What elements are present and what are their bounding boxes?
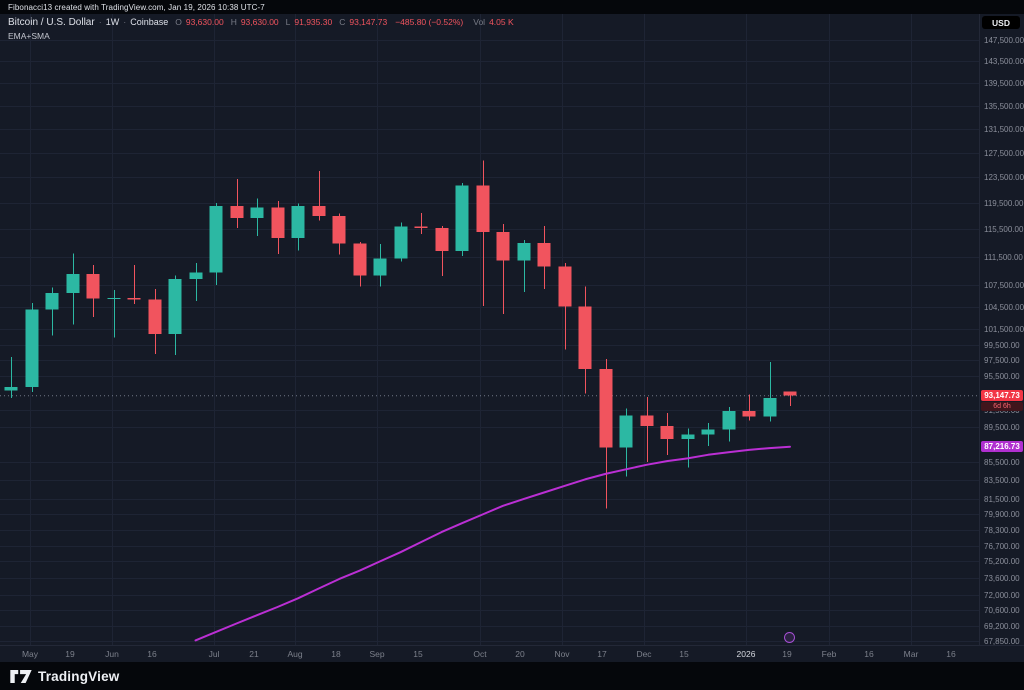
price-tick-label: 89,500.00 — [984, 422, 1020, 432]
price-tick-label: 85,500.00 — [984, 458, 1020, 468]
low-value: 91,935.30 — [294, 17, 333, 27]
interval-label[interactable]: 1W — [105, 17, 120, 27]
grid — [0, 14, 979, 645]
candlestick-chart[interactable] — [0, 14, 979, 645]
currency-toggle-button[interactable]: USD — [982, 16, 1020, 29]
time-tick-label: 18 — [331, 649, 341, 659]
legend-separator: · — [123, 17, 127, 27]
price-tick-label: 83,500.00 — [984, 476, 1020, 486]
high-value: 93,630.00 — [240, 17, 279, 27]
indicator-label[interactable]: EMA+SMA — [8, 31, 50, 41]
price-tick-label: 143,500.00 — [984, 57, 1024, 67]
time-axis[interactable]: May 19 Jun 16 Jul 21 Aug 18 Sep 15 Oct 20 Nov 17 Dec 15… — [0, 645, 1024, 662]
time-tick-label: 15 — [679, 649, 689, 659]
low-label: L — [285, 17, 291, 27]
change-value: −485.80 (−0.52%) — [395, 17, 464, 27]
price-tick-label: 107,500.00 — [984, 280, 1024, 290]
price-tick-label: 101,500.00 — [984, 325, 1024, 335]
time-tick-label: 21 — [249, 649, 259, 659]
time-tick-label: 19 — [782, 649, 792, 659]
price-axis[interactable]: 147,500.00 143,500.00 139,500.00 135,500.00… — [979, 14, 1024, 646]
time-tick-label: 17 — [597, 649, 607, 659]
price-tick-label: 147,500.00 — [984, 36, 1024, 45]
candlestick-series — [4, 160, 797, 509]
price-tick-label: 135,500.00 — [984, 101, 1024, 111]
time-tick-label: 16 — [147, 649, 157, 659]
legend-separator: · — [98, 17, 102, 27]
attribution-text: Fibonacci13 created with TradingView.com… — [8, 2, 265, 12]
volume-value: 4.05 K — [489, 17, 514, 27]
high-label: H — [230, 17, 237, 27]
drawing-anchor-icon[interactable] — [784, 632, 795, 643]
price-tick-label: 111,500.00 — [984, 252, 1023, 262]
legend: Bitcoin / U.S. Dollar · 1W · Coinbase O … — [8, 17, 514, 41]
price-tick-label: 99,500.00 — [984, 340, 1020, 350]
price-tick-label: 95,500.00 — [984, 372, 1020, 382]
time-tick-label: 20 — [515, 649, 525, 659]
time-tick-label: Oct — [473, 649, 487, 659]
attribution-bar: Fibonacci13 created with TradingView.com… — [0, 0, 1024, 14]
open-label: O — [175, 17, 182, 27]
price-tick-label: 69,200.00 — [984, 621, 1020, 631]
price-tick-label: 67,850.00 — [984, 637, 1020, 646]
tradingview-logo-icon — [10, 669, 32, 683]
sma-line — [194, 445, 791, 642]
price-tick-label: 78,300.00 — [984, 526, 1020, 536]
tradingview-logo-text: TradingView — [38, 668, 120, 684]
symbol-title[interactable]: Bitcoin / U.S. Dollar — [8, 17, 95, 28]
chart-pane[interactable]: Bitcoin / U.S. Dollar · 1W · Coinbase O … — [0, 14, 979, 645]
symbol-legend-row: Bitcoin / U.S. Dollar · 1W · Coinbase O … — [8, 17, 514, 28]
time-tick-label: Aug — [287, 649, 303, 659]
time-tick-label: Feb — [821, 649, 837, 659]
indicator-legend-row: EMA+SMA — [8, 31, 514, 41]
price-tick-label: 70,600.00 — [984, 606, 1020, 616]
price-tick-label: 97,500.00 — [984, 356, 1020, 366]
time-tick-label: 19 — [65, 649, 75, 659]
last-price-value: 93,147.73 — [981, 390, 1023, 402]
price-tick-label: 81,500.00 — [984, 495, 1020, 505]
time-tick-label: Mar — [903, 649, 919, 659]
price-tick-label: 79,900.00 — [984, 510, 1020, 520]
time-tick-label: 16 — [864, 649, 874, 659]
last-price-badge: 93,147.73 6d 6h — [981, 390, 1023, 412]
close-value: 93,147.73 — [349, 17, 388, 27]
volume-label: Vol — [473, 17, 486, 27]
price-tick-label: 115,500.00 — [984, 225, 1024, 235]
time-tick-label: 2026 — [736, 649, 756, 659]
close-label: C — [339, 17, 346, 27]
tradingview-logo[interactable]: TradingView — [10, 669, 119, 684]
bar-close-countdown: 6d 6h — [981, 402, 1023, 412]
time-tick-label: Jul — [208, 649, 220, 659]
sma-price-badge: 87,216.73 — [981, 441, 1023, 453]
bottom-bar: TradingView — [0, 662, 1024, 690]
price-tick-label: 72,000.00 — [984, 591, 1020, 601]
time-tick-label: 15 — [413, 649, 423, 659]
time-tick-label: Nov — [554, 649, 570, 659]
time-tick-label: Dec — [636, 649, 652, 659]
time-tick-label: May — [21, 649, 39, 659]
price-tick-label: 104,500.00 — [984, 302, 1024, 312]
time-tick-label: Sep — [369, 649, 385, 659]
open-value: 93,630.00 — [185, 17, 224, 27]
time-tick-label: 16 — [946, 649, 956, 659]
price-tick-label: 131,500.00 — [984, 124, 1024, 134]
price-tick-label: 139,500.00 — [984, 79, 1024, 89]
price-tick-label: 73,600.00 — [984, 574, 1020, 584]
price-tick-label: 123,500.00 — [984, 173, 1024, 183]
price-tick-label: 75,200.00 — [984, 557, 1020, 567]
price-tick-label: 127,500.00 — [984, 148, 1024, 158]
price-tick-label: 119,500.00 — [984, 198, 1024, 208]
price-tick-label: 76,700.00 — [984, 542, 1020, 552]
time-tick-label: Jun — [105, 649, 119, 659]
exchange-label[interactable]: Coinbase — [130, 17, 169, 27]
